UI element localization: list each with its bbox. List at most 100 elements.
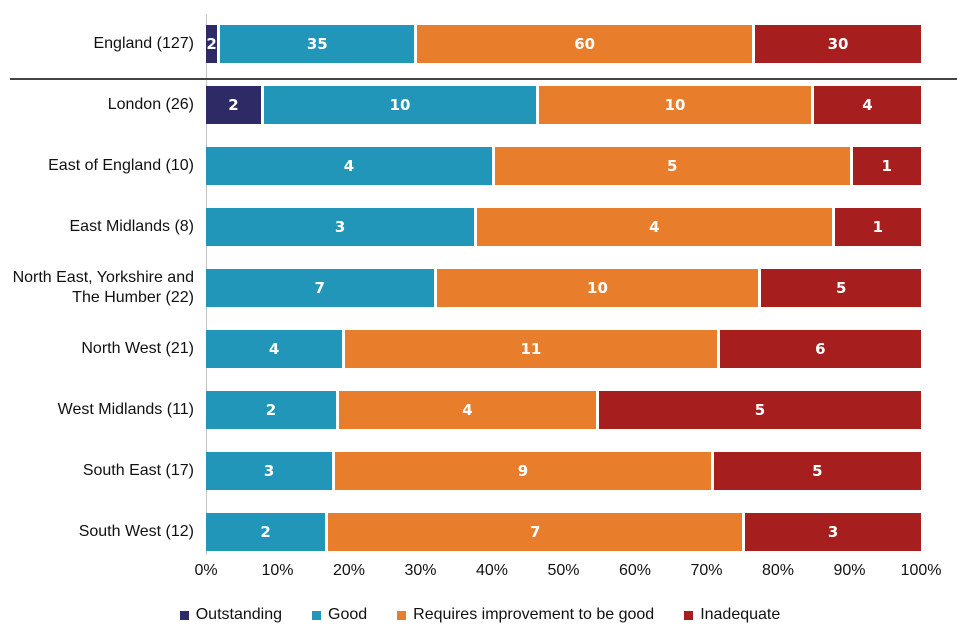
segment-value: 9 [517, 462, 529, 480]
x-axis-tick-label: 20% [332, 562, 366, 579]
segment-value: 4 [268, 340, 280, 358]
segment-value: 11 [520, 340, 542, 358]
segment-value: 1 [872, 218, 884, 236]
legend-label: Good [328, 606, 368, 623]
segment-value: 2 [228, 96, 239, 114]
row-label: North East, Yorkshire and The Humber (22… [12, 269, 194, 306]
bar-segment-requires-improvement-to-be-good: 10 [536, 86, 811, 124]
bar-segment-good: 4 [206, 147, 492, 185]
bar-segment-requires-improvement-to-be-good: 10 [433, 269, 759, 307]
bar-segment-requires-improvement-to-be-good: 60 [414, 25, 753, 63]
bar-segment-requires-improvement-to-be-good: 9 [332, 452, 711, 490]
bar-segment-good: 2 [206, 513, 326, 551]
bar-segment-requires-improvement-to-be-good: 4 [474, 208, 832, 246]
segment-value: 35 [306, 35, 328, 53]
chart-row: London (26) 2 10 10 4 [0, 86, 921, 124]
chart-row: North West (21) 4 11 6 [0, 330, 921, 368]
x-axis-tick-label: 60% [618, 562, 652, 579]
segment-value: 7 [529, 523, 541, 541]
segment-value: 4 [649, 218, 660, 236]
bar-segment-inadequate: 5 [596, 391, 921, 429]
chart-row: East Midlands (8) 3 4 1 [0, 208, 921, 246]
legend-item-good: Good [312, 606, 367, 624]
segment-value: 5 [667, 157, 678, 175]
bar-segment-good: 3 [206, 208, 475, 246]
segment-value: 60 [574, 35, 596, 53]
row-label: East of England (10) [48, 157, 194, 174]
row-label: East Midlands (8) [69, 218, 195, 235]
chart-row: South East (17) 3 9 5 [0, 452, 921, 490]
segment-value: 4 [343, 157, 355, 175]
bar-segment-requires-improvement-to-be-good: 5 [492, 147, 850, 185]
bar-segment-requires-improvement-to-be-good: 11 [342, 330, 717, 368]
segment-value: 3 [334, 218, 346, 236]
x-axis-tick-label: 90% [833, 562, 866, 579]
x-axis-tick-label: 40% [475, 562, 509, 579]
bar-segment-inadequate: 4 [811, 86, 921, 124]
chart-row: England (127) 2 35 60 30 [0, 25, 921, 63]
bar-segment-inadequate: 3 [742, 513, 921, 551]
bar-segment-inadequate: 30 [752, 25, 921, 63]
bar-segment-good: 2 [206, 391, 336, 429]
bar-segment-inadequate: 6 [716, 330, 921, 368]
legend-swatch-icon [312, 610, 322, 620]
bar-track: 2 10 10 4 [206, 86, 921, 124]
bar-segment-good: 3 [206, 452, 333, 490]
segment-value: 30 [827, 35, 849, 53]
row-label: South West (12) [78, 523, 194, 540]
bar-track: 2 7 3 [206, 513, 921, 551]
legend-swatch-icon [397, 610, 407, 620]
x-axis-tick-label: 100% [900, 562, 942, 579]
legend: Outstanding Good Requires improvement to b… [0, 606, 960, 624]
chart-row: North East, Yorkshire and The Humber (22… [0, 269, 921, 307]
bar-track: 4 5 1 [206, 147, 921, 185]
segment-value: 2 [265, 401, 277, 419]
bar-segment-inadequate: 5 [710, 452, 921, 490]
legend-label: Requires improvement to be good [413, 606, 655, 623]
legend-item-outstanding: Outstanding [179, 606, 282, 624]
legend-item-inadequate: Inadequate [684, 606, 780, 624]
bar-segment-good: 10 [261, 86, 536, 124]
segment-value: 2 [260, 523, 271, 541]
legend-swatch-icon [179, 610, 189, 620]
bar-track: 2 35 60 30 [206, 25, 921, 63]
segment-value: 5 [754, 401, 766, 419]
bar-segment-requires-improvement-to-be-good: 7 [325, 513, 743, 551]
legend-swatch-icon [684, 610, 694, 620]
bar-segment-inadequate: 1 [831, 208, 921, 246]
segment-value: 4 [862, 96, 873, 114]
x-axis: 0% 10% 20% 30% 40% 50% 60% 70% 80% 90% 100% [194, 562, 941, 584]
segment-value: 5 [836, 279, 847, 297]
england-regions-separator-line [10, 78, 957, 80]
row-label: North West (21) [81, 340, 194, 357]
row-label: West Midlands (11) [57, 401, 194, 418]
bar-track: 7 10 5 [206, 269, 921, 307]
bar-segment-outstanding: 2 [206, 25, 218, 63]
x-axis-tick-label: 30% [404, 562, 437, 579]
segment-value: 3 [263, 462, 275, 480]
row-label: England (127) [93, 35, 194, 52]
x-axis-tick-label: 10% [261, 562, 294, 579]
chart-row: East of England (10) 4 5 1 [0, 147, 921, 185]
x-axis-tick-label: 50% [547, 562, 580, 579]
segment-value: 1 [881, 157, 892, 175]
chart-row: South West (12) 2 7 3 [0, 513, 921, 551]
segment-value: 6 [815, 340, 826, 358]
bar-track: 2 4 5 [206, 391, 921, 429]
bar-segment-inadequate: 5 [758, 269, 921, 307]
bar-track: 3 9 5 [206, 452, 921, 490]
segment-value: 7 [314, 279, 325, 297]
segment-value: 2 [206, 35, 217, 53]
row-label: London (26) [107, 96, 194, 113]
x-axis-tick-label: 0% [194, 562, 218, 579]
segment-value: 10 [587, 279, 608, 297]
x-axis-tick-label: 80% [761, 562, 795, 579]
bar-segment-outstanding: 2 [206, 86, 261, 124]
bar-segment-inadequate: 1 [849, 147, 921, 185]
bar-track: 4 11 6 [206, 330, 921, 368]
legend-item-requires-improvement-to-be-good: Requires improvement to be good [397, 606, 654, 624]
bar-segment-requires-improvement-to-be-good: 4 [336, 391, 596, 429]
bar-segment-good: 4 [206, 330, 343, 368]
segment-value: 10 [389, 96, 411, 114]
